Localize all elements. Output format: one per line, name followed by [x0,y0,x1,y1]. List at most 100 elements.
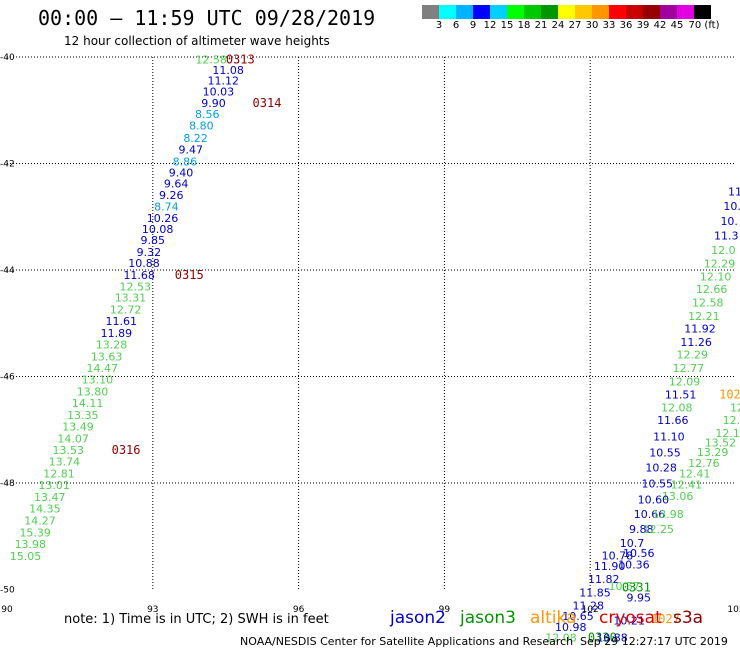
swh-value-label: 10.60 [638,494,670,507]
swh-value-label: 10.26 [147,212,179,225]
swh-value-label: 8.74 [154,201,179,214]
swh-value-label: 9.47 [178,144,203,157]
swh-value-label: 12.41 [679,467,711,480]
swh-value-label: 11.3 [714,229,739,242]
swh-value-label: 12.66 [696,283,728,296]
legend-swatch [660,5,677,19]
page-title: 00:00 – 11:59 UTC 09/28/2019 [38,6,376,30]
legend-swatch [490,5,507,19]
satellite-label-altika: altika [530,608,577,628]
swh-value-label: 9.40 [169,167,194,180]
page-subtitle: 12 hour collection of altimeter wave hei… [64,34,330,48]
legend-swatch [626,5,643,19]
legend-label: 39 [636,20,650,31]
legend-swatch [473,5,490,19]
color-legend [422,5,711,19]
swh-value-label: 13.47 [34,491,66,504]
swh-value-label: 10.98 [555,621,587,634]
swh-value-label: 13.49 [62,421,94,434]
swh-value-label: 11.68 [123,269,155,282]
lat-tick-label: -46 [0,373,15,383]
pass-time-label: 0313 [226,53,255,67]
legend-swatch [592,5,609,19]
legend-label: 27 [568,20,582,31]
swh-value-label: 10.78 [602,549,634,562]
pass-time-label: 1027 [651,612,680,626]
legend-label: 21 [534,20,548,31]
swh-value-label: 10.28 [645,462,677,475]
color-legend-labels: 3 6 9 12 15 18 21 24 27 30 33 36 39 42 45 70 (ft) [422,20,740,34]
pass-time-label: 0331 [622,580,651,594]
legend-swatch [677,5,694,19]
swh-value-label: 10.57 [608,580,640,593]
swh-value-label: 10.88 [128,257,160,270]
lon-tick-label: 93 [147,605,158,615]
legend-swatch [609,5,626,19]
swh-value-label: 9.64 [164,178,189,191]
swh-value-label: 10.88 [596,631,628,644]
lat-tick-label: -50 [0,586,15,596]
swh-value-label: 10.55 [649,447,681,460]
legend-swatch [524,5,541,19]
legend-label: 70 (ft) [688,20,720,31]
swh-value-label: 11.82 [588,573,620,586]
swh-value-label: 14.07 [57,432,89,445]
lat-tick-label: -42 [0,160,15,170]
legend-swatch [558,5,575,19]
generation-timestamp: Sep 29 12:27:17 UTC 2019 [580,635,728,648]
legend-label: 9 [469,20,477,31]
legend-label: 45 [670,20,684,31]
swh-value-label: 11.12 [208,74,240,87]
swh-value-label: 12.41 [671,479,703,492]
swh-value-label: 12.08 [661,401,693,414]
swh-value-label: 12.09 [669,375,701,388]
lon-tick-label: 105 [727,605,740,615]
swh-value-label: 12.29 [704,258,736,271]
swh-value-label: 11.28 [573,599,605,612]
swh-value-label: 12.0 [711,244,736,257]
swh-value-label: 15.39 [19,527,51,540]
swh-value-label: 10.66 [634,508,666,521]
swh-value-label: 10.36 [618,558,650,571]
swh-value-label: 13.10 [82,374,114,387]
swh-value-label: 10.21 [613,614,645,627]
swh-value-label: 10.03 [203,86,235,99]
pass-time-label: 1026 [719,388,740,402]
swh-value-label: 13.74 [49,456,81,469]
swh-value-label: 13.63 [91,350,123,363]
swh-value-label: 12.29 [677,349,709,362]
swh-value-label: 9.88 [629,523,654,536]
swh-value-label: 13.98 [15,538,47,551]
swh-value-label: 11.66 [657,414,689,427]
legend-label: 18 [517,20,531,31]
swh-value-label: 12.06 [723,414,740,427]
swh-value-label: 12.21 [688,310,720,323]
pass-time-label: 0315 [175,268,204,282]
swh-value-label: 12.77 [673,362,705,375]
swh-value-label: 10.55 [642,478,674,491]
swh-value-label: 9.26 [159,189,184,202]
swh-value-label: 9.90 [201,97,226,110]
swh-value-label: 9.32 [137,246,162,259]
map-tick-labels: 90 93 96 99 102 105 -40 -42 -44 -46 -48 -50 [0,53,740,615]
swh-value-label: 12.08 [545,631,577,644]
swh-value-label: 10.65 [562,610,594,623]
swh-value-label: 11.85 [579,587,611,600]
satellite-label-s3a: s3a [673,608,704,628]
swh-value-label: 15.05 [10,550,42,563]
swh-value-label: 8.86 [173,155,198,168]
legend-label: 6 [452,20,460,31]
swh-value-label: 12.72 [110,303,142,316]
swh-value-label: 11.10 [653,431,685,444]
lon-tick-label: 90 [1,605,13,615]
swh-value-label: 13.52 [705,437,737,450]
satellite-label-jason2: jason2 [390,608,446,628]
legend-swatch [643,5,660,19]
swh-value-label: 12.58 [692,296,724,309]
lat-tick-label: -44 [0,266,15,276]
pass-time-label: 0314 [253,96,282,110]
swh-value-label: 11.61 [105,315,137,328]
legend-swatch [456,5,473,19]
swh-value-label: 10.7 [620,537,645,550]
